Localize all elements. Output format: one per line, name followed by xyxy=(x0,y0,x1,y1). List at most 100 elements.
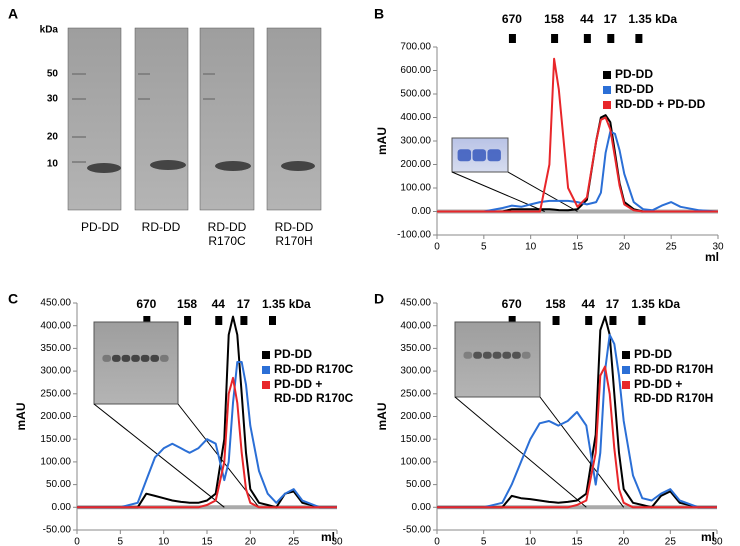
y-tick-label: 250.00 xyxy=(400,388,431,399)
x-tick-label: 20 xyxy=(245,537,257,546)
lane-label: RD-DD xyxy=(208,220,247,234)
inset-band xyxy=(131,354,140,362)
size-marker-label: 158 xyxy=(177,297,197,311)
inset-band xyxy=(463,351,473,359)
size-marker-label: 17 xyxy=(606,297,620,311)
y-tick-label: 200.00 xyxy=(40,411,71,422)
connector xyxy=(454,396,587,508)
size-marker xyxy=(508,34,516,43)
inset-gel xyxy=(454,321,541,398)
size-marker xyxy=(508,316,516,325)
inset-band xyxy=(112,354,121,362)
inset-band xyxy=(140,354,150,362)
inset-band xyxy=(150,354,160,362)
x-tick-label: 20 xyxy=(618,537,630,546)
inset-gel xyxy=(93,321,179,405)
x-axis-label: ml xyxy=(705,250,719,264)
lane-label: RD-DD xyxy=(275,220,314,234)
size-marker xyxy=(635,34,643,43)
size-marker xyxy=(240,316,248,325)
panel-letter: B xyxy=(374,6,384,22)
y-tick-label: 400.00 xyxy=(400,112,431,123)
legend-swatch xyxy=(262,351,270,359)
y-tick-label: 150.00 xyxy=(400,434,431,445)
legend-label: RD-DD R170H xyxy=(634,362,713,376)
inset-frame xyxy=(454,321,541,398)
series-line xyxy=(437,130,719,213)
legend-swatch xyxy=(622,381,630,389)
size-marker xyxy=(551,34,559,43)
inset-band xyxy=(487,149,501,162)
y-tick-label: 0.00 xyxy=(52,502,72,513)
size-marker-label: 670 xyxy=(502,297,522,311)
series-line xyxy=(437,365,717,509)
y-axis-label: mAU xyxy=(375,402,389,430)
size-marker-label: 1.35 kDa xyxy=(628,12,677,26)
panel-letter: C xyxy=(8,291,18,307)
size-marker xyxy=(552,316,560,325)
x-tick-label: 5 xyxy=(118,537,124,546)
x-tick-label: 10 xyxy=(525,242,537,253)
size-marker-label: 17 xyxy=(604,12,618,26)
y-tick-label: 0.00 xyxy=(412,502,432,513)
gel xyxy=(67,27,322,211)
y-tick-label: -100.00 xyxy=(397,230,431,241)
y-tick-label: 0.00 xyxy=(412,206,432,217)
size-marker xyxy=(184,316,192,325)
y-tick-label: 600.00 xyxy=(400,65,431,76)
x-tick-label: 30 xyxy=(331,537,343,546)
y-tick-label: 700.00 xyxy=(400,42,431,53)
size-marker-label: 44 xyxy=(580,12,594,26)
y-tick-label: 350.00 xyxy=(40,343,71,354)
inset-band xyxy=(102,354,112,362)
marker-label: 20 xyxy=(47,132,59,143)
y-tick-label: 50.00 xyxy=(406,479,431,490)
x-tick-label: 10 xyxy=(158,537,170,546)
legend-swatch xyxy=(622,366,630,374)
legend-swatch xyxy=(622,351,630,359)
legend-label: PD-DD + RD-DD R170H xyxy=(634,377,713,405)
size-marker-label: 1.35 kDa xyxy=(631,297,680,311)
y-tick-label: 200.00 xyxy=(400,159,431,170)
connector xyxy=(451,171,545,212)
y-tick-label: 400.00 xyxy=(40,320,71,331)
series-line xyxy=(437,315,717,509)
series-line xyxy=(77,361,337,509)
x-tick-label: 5 xyxy=(481,242,487,253)
x-tick-label: 30 xyxy=(711,537,723,546)
y-tick-label: 100.00 xyxy=(40,457,71,468)
size-marker-label: 1.35 kDa xyxy=(262,297,311,311)
y-tick-label: 100.00 xyxy=(400,457,431,468)
x-axis-label: ml xyxy=(321,530,335,544)
inset-band xyxy=(457,149,472,162)
y-tick-label: 200.00 xyxy=(400,411,431,422)
inset-band xyxy=(502,351,512,359)
x-tick-label: 15 xyxy=(201,537,213,546)
x-tick-label: 5 xyxy=(481,537,487,546)
size-marker xyxy=(269,316,276,325)
y-tick-label: 400.00 xyxy=(400,320,431,331)
inset-band xyxy=(482,351,492,359)
y-axis-label: mAU xyxy=(375,127,389,155)
legend-label: PD-DD xyxy=(634,347,672,361)
size-marker xyxy=(585,316,593,325)
inset-band xyxy=(473,351,482,359)
inset-band xyxy=(121,354,131,362)
marker-label: 30 xyxy=(47,94,59,105)
connector xyxy=(507,171,578,212)
lane-label: R170C xyxy=(208,234,246,248)
inset-band xyxy=(512,351,521,359)
connector xyxy=(93,403,225,508)
size-marker-label: 158 xyxy=(544,12,564,26)
x-tick-label: 20 xyxy=(619,242,631,253)
marker-label: 10 xyxy=(47,159,59,170)
panel-letter: A xyxy=(8,6,18,22)
inset-band xyxy=(472,149,486,162)
y-tick-label: -50.00 xyxy=(403,525,432,536)
legend-label: RD-DD xyxy=(615,82,654,96)
y-tick-label: 100.00 xyxy=(400,183,431,194)
series-line xyxy=(77,376,337,509)
size-marker xyxy=(583,34,591,43)
x-tick-label: 10 xyxy=(525,537,537,546)
